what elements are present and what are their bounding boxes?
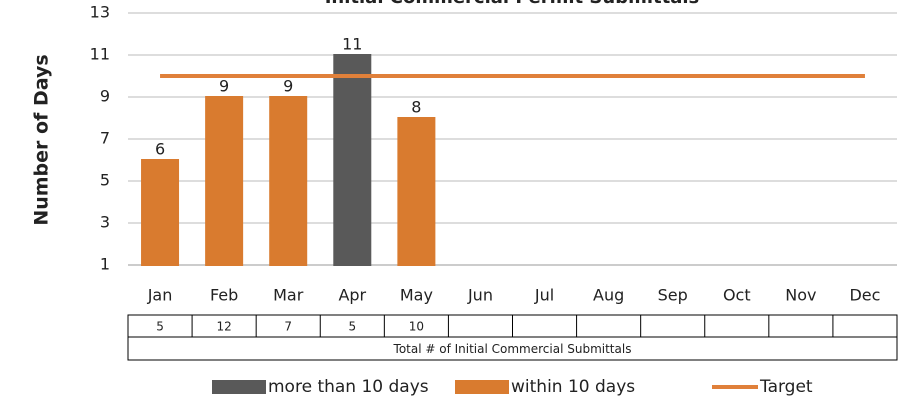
y-tick-label: 13 xyxy=(90,3,110,22)
x-tick-label: Feb xyxy=(210,286,238,305)
data-label: 9 xyxy=(283,77,293,96)
x-tick-label: Dec xyxy=(849,286,880,305)
table-cell: 5 xyxy=(348,320,356,334)
chart-title: Initial Commercial Permit Submittals xyxy=(325,0,700,8)
bar xyxy=(269,96,308,266)
data-label: 9 xyxy=(219,77,229,96)
y-tick-label: 1 xyxy=(100,255,110,274)
x-tick-label: Oct xyxy=(723,286,751,305)
y-tick-label: 7 xyxy=(100,129,110,148)
bar xyxy=(141,159,180,266)
y-tick-label: 5 xyxy=(100,171,110,190)
data-label: 11 xyxy=(342,35,362,54)
y-tick-label: 9 xyxy=(100,87,110,106)
x-tick-label: May xyxy=(400,286,433,305)
y-tick-label: 3 xyxy=(100,213,110,232)
table-cell: 5 xyxy=(156,320,164,334)
table-label: Total # of Initial Commercial Submittals xyxy=(393,342,632,356)
y-tick-label: 11 xyxy=(90,45,110,64)
x-tick-label: Aug xyxy=(593,286,624,305)
x-tick-label: Sep xyxy=(658,286,688,305)
x-tick-label: Apr xyxy=(338,286,366,305)
x-tick-label: Jan xyxy=(147,286,173,305)
legend-swatch xyxy=(455,380,509,394)
data-label: 8 xyxy=(411,98,421,117)
legend-label: Target xyxy=(759,377,813,397)
table-cell: 12 xyxy=(216,320,231,334)
bar xyxy=(205,96,244,266)
legend-label: within 10 days xyxy=(511,377,635,397)
legend-swatch xyxy=(212,380,266,394)
x-tick-label: Nov xyxy=(785,286,816,305)
x-tick-label: Jun xyxy=(467,286,493,305)
bar xyxy=(397,117,436,266)
table-cell: 10 xyxy=(409,320,424,334)
bar xyxy=(333,54,372,266)
data-label: 6 xyxy=(155,140,165,159)
x-tick-label: Mar xyxy=(273,286,304,305)
legend-label: more than 10 days xyxy=(268,377,429,397)
y-axis-label: Number of Days xyxy=(31,54,53,225)
x-tick-label: Jul xyxy=(534,286,554,305)
table-cell: 7 xyxy=(284,320,292,334)
